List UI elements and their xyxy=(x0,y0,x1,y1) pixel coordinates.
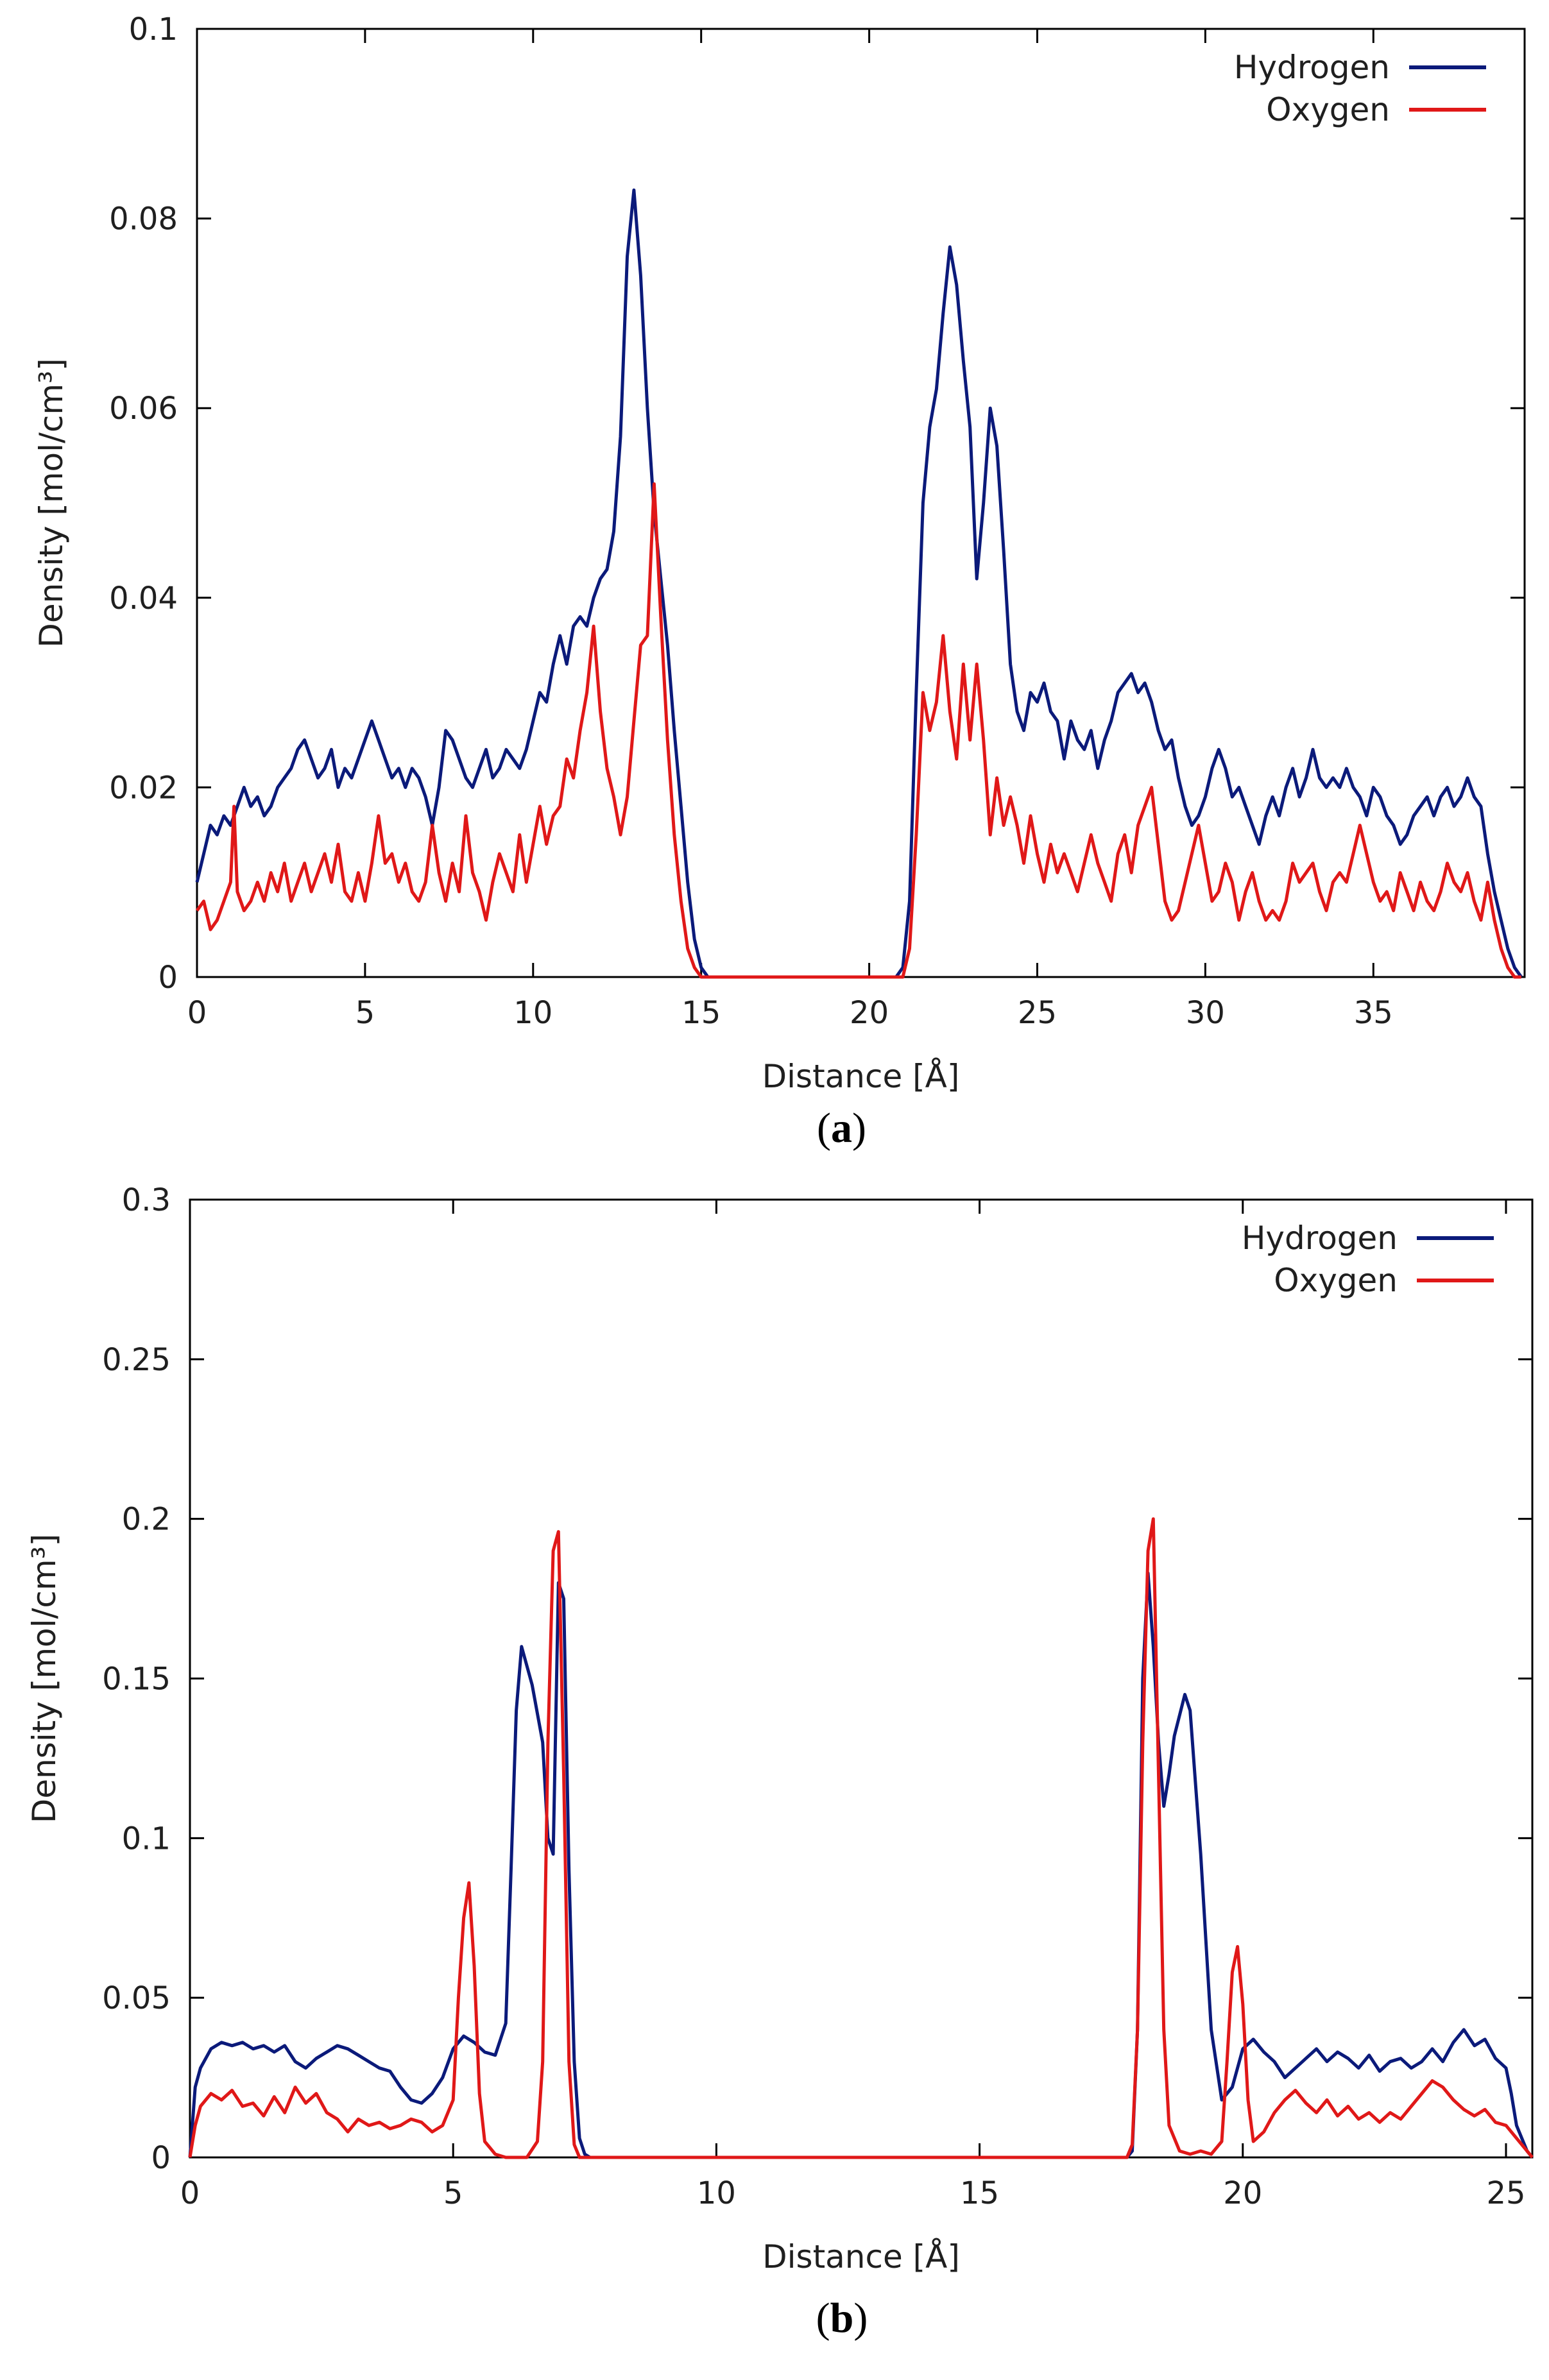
y-axis-label: Density [mol/cm³] xyxy=(33,358,70,647)
y-tick-label: 0.2 xyxy=(122,1502,171,1538)
y-tick-label: 0.25 xyxy=(102,1342,171,1378)
x-tick-label: 15 xyxy=(960,2175,999,2211)
x-tick-label: 5 xyxy=(355,995,375,1031)
y-tick-label: 0.05 xyxy=(102,1980,171,2016)
x-tick-label: 25 xyxy=(1018,995,1057,1031)
legend-label-oxygen: Oxygen xyxy=(1266,91,1390,128)
x-tick-label: 35 xyxy=(1354,995,1393,1031)
y-tick-label: 0.15 xyxy=(102,1662,171,1697)
y-axis-label: Density [mol/cm³] xyxy=(26,1534,63,1823)
y-tick-label: 0.02 xyxy=(109,770,178,806)
panel-label: (b) xyxy=(816,2295,868,2342)
chart-panel-a: 0 5 10 15 20 25 30 35 0 0.02 0.04 0.06 0.08 0.1 Distan… xyxy=(33,12,1526,1152)
x-tick-label: 20 xyxy=(850,995,889,1031)
y-tick-label: 0.3 xyxy=(122,1182,171,1218)
x-tick-label: 20 xyxy=(1223,2175,1262,2211)
series-line-hydrogen xyxy=(195,188,1523,979)
y-tick-label: 0.06 xyxy=(109,391,178,427)
y-tick-label: 0.1 xyxy=(129,12,178,47)
x-tick-label: 0 xyxy=(180,2175,200,2211)
legend-label-oxygen: Oxygen xyxy=(1274,1262,1398,1299)
x-tick-label: 10 xyxy=(513,995,552,1031)
x-axis-label: Distance [Å] xyxy=(762,2238,960,2275)
y-tick-label: 0.1 xyxy=(122,1821,171,1857)
y-tick-label: 0 xyxy=(151,2140,171,2176)
x-axis-label: Distance [Å] xyxy=(762,1058,960,1095)
series-line-oxygen xyxy=(188,1517,1534,2159)
y-tick-label: 0.04 xyxy=(109,581,178,616)
series-line-oxygen xyxy=(195,482,1521,979)
y-tick-label: 0 xyxy=(158,960,178,996)
legend-label-hydrogen: Hydrogen xyxy=(1242,1220,1398,1257)
x-tick-label: 15 xyxy=(681,995,721,1031)
x-tick-label: 10 xyxy=(697,2175,736,2211)
x-tick-label: 5 xyxy=(443,2175,463,2211)
chart-panel-b: 0 5 10 15 20 25 0 0.05 0.1 0.15 0.2 0.25 0.3 Distance… xyxy=(26,1182,1534,2342)
legend-label-hydrogen: Hydrogen xyxy=(1234,49,1390,86)
x-tick-label: 30 xyxy=(1186,995,1225,1031)
panel-label: (a) xyxy=(817,1105,866,1152)
y-tick-label: 0.08 xyxy=(109,201,178,237)
x-tick-label: 25 xyxy=(1486,2175,1525,2211)
x-tick-label: 0 xyxy=(187,995,207,1031)
